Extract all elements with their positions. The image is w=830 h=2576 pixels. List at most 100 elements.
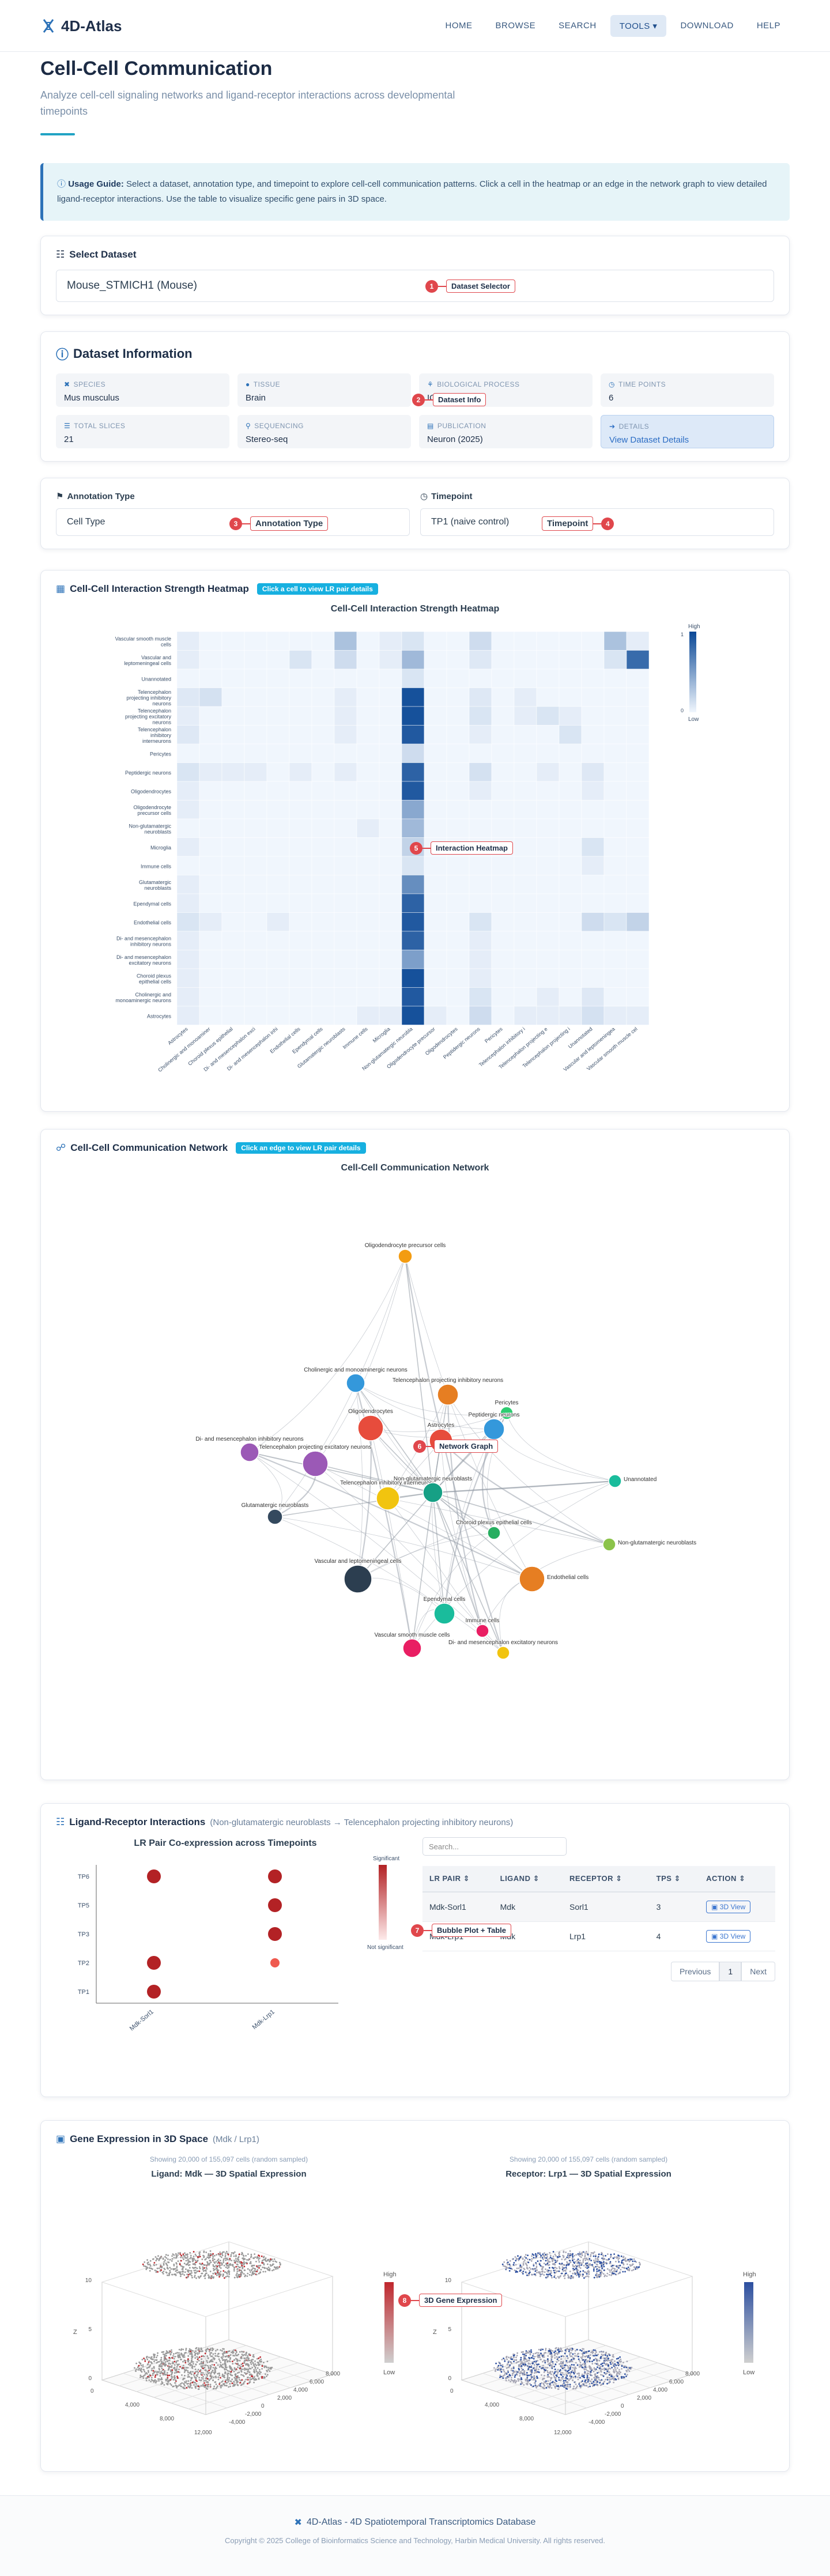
- heatmap-cell[interactable]: [559, 987, 582, 1007]
- heatmap-cell[interactable]: [626, 818, 650, 838]
- heatmap-cell[interactable]: [244, 987, 267, 1007]
- network-edge[interactable]: [357, 1427, 372, 1580]
- network-node[interactable]: [602, 1538, 616, 1551]
- heatmap-cell[interactable]: [581, 800, 605, 819]
- heatmap-cell[interactable]: [356, 762, 380, 782]
- heatmap-cell[interactable]: [424, 818, 447, 838]
- heatmap-cell[interactable]: [266, 706, 290, 726]
- heatmap-cell[interactable]: [176, 800, 200, 819]
- heatmap-cell[interactable]: [514, 912, 537, 932]
- heatmap-cell[interactable]: [379, 856, 402, 875]
- network-edge[interactable]: [355, 1383, 495, 1430]
- heatmap-cell[interactable]: [626, 762, 650, 782]
- heatmap-cell[interactable]: [244, 743, 267, 763]
- network-edge[interactable]: [274, 1492, 433, 1517]
- heatmap-cell[interactable]: [176, 893, 200, 913]
- heatmap-cell[interactable]: [311, 688, 335, 707]
- heatmap-cell[interactable]: [581, 725, 605, 745]
- heatmap-cell[interactable]: [446, 875, 470, 894]
- heatmap-cell[interactable]: [446, 968, 470, 988]
- heatmap-cell[interactable]: [514, 818, 537, 838]
- heatmap-cell[interactable]: [536, 987, 560, 1007]
- network-edge[interactable]: [357, 1532, 495, 1580]
- heatmap-cell[interactable]: [379, 650, 402, 670]
- heatmap-cell[interactable]: [401, 912, 425, 932]
- heatmap-cell[interactable]: [401, 688, 425, 707]
- heatmap-cell[interactable]: [626, 781, 650, 800]
- heatmap-cell[interactable]: [221, 893, 245, 913]
- heatmap-cell[interactable]: [311, 650, 335, 670]
- network-node[interactable]: [519, 1566, 545, 1592]
- heatmap-cell[interactable]: [536, 931, 560, 950]
- heatmap-cell[interactable]: [221, 856, 245, 875]
- heatmap-cell[interactable]: [311, 631, 335, 651]
- heatmap-cell[interactable]: [491, 762, 515, 782]
- heatmap-cell[interactable]: [536, 725, 560, 745]
- heatmap-cell[interactable]: [356, 725, 380, 745]
- heatmap-cell[interactable]: [221, 1006, 245, 1025]
- heatmap-cell[interactable]: [379, 800, 402, 819]
- heatmap-cell[interactable]: [379, 743, 402, 763]
- heatmap-cell[interactable]: [334, 743, 357, 763]
- heatmap-cell[interactable]: [334, 762, 357, 782]
- heatmap-cell[interactable]: [424, 668, 447, 688]
- heatmap-cell[interactable]: [289, 1006, 312, 1025]
- heatmap-cell[interactable]: [424, 800, 447, 819]
- heatmap-cell[interactable]: [199, 743, 222, 763]
- nav-help[interactable]: HELP: [756, 21, 780, 31]
- heatmap-cell[interactable]: [356, 1006, 380, 1025]
- heatmap-cell[interactable]: [289, 987, 312, 1007]
- heatmap-cell[interactable]: [356, 875, 380, 894]
- heatmap-cell[interactable]: [334, 800, 357, 819]
- network-edge[interactable]: [355, 1383, 433, 1493]
- heatmap-cell[interactable]: [446, 688, 470, 707]
- heatmap-cell[interactable]: [379, 893, 402, 913]
- heatmap-cell[interactable]: [311, 968, 335, 988]
- heatmap-cell[interactable]: [401, 743, 425, 763]
- heatmap-cell[interactable]: [311, 931, 335, 950]
- heatmap-cell[interactable]: [626, 631, 650, 651]
- network-edge[interactable]: [274, 1256, 406, 1517]
- heatmap-cell[interactable]: [176, 875, 200, 894]
- heatmap-cell[interactable]: [334, 837, 357, 857]
- heatmap-cell[interactable]: [446, 668, 470, 688]
- heatmap-cell[interactable]: [266, 856, 290, 875]
- heatmap-cell[interactable]: [491, 706, 515, 726]
- heatmap-cell[interactable]: [626, 856, 650, 875]
- heatmap-cell[interactable]: [244, 875, 267, 894]
- heatmap-cell[interactable]: [401, 706, 425, 726]
- heatmap-cell[interactable]: [244, 781, 267, 800]
- heatmap-cell[interactable]: [626, 893, 650, 913]
- network-edge[interactable]: [357, 1492, 433, 1580]
- heatmap-cell[interactable]: [491, 668, 515, 688]
- heatmap-cell[interactable]: [559, 837, 582, 857]
- heatmap-cell[interactable]: [581, 650, 605, 670]
- network-edge[interactable]: [249, 1256, 406, 1453]
- heatmap-cell[interactable]: [379, 987, 402, 1007]
- heatmap-cell[interactable]: [221, 668, 245, 688]
- heatmap-cell[interactable]: [559, 818, 582, 838]
- heatmap-cell[interactable]: [469, 706, 492, 726]
- heatmap-cell[interactable]: [266, 1006, 290, 1025]
- heatmap-cell[interactable]: [311, 1006, 335, 1025]
- network-edge[interactable]: [405, 1256, 433, 1493]
- heatmap-cell[interactable]: [581, 706, 605, 726]
- heatmap-cell[interactable]: [514, 650, 537, 670]
- network-edge[interactable]: [432, 1492, 483, 1631]
- heatmap-cell[interactable]: [356, 931, 380, 950]
- heatmap-cell[interactable]: [469, 818, 492, 838]
- heatmap-cell[interactable]: [199, 800, 222, 819]
- heatmap-cell[interactable]: [581, 987, 605, 1007]
- heatmap-cell[interactable]: [221, 631, 245, 651]
- heatmap-cell[interactable]: [581, 837, 605, 857]
- heatmap-cell[interactable]: [559, 650, 582, 670]
- network-edge[interactable]: [412, 1492, 433, 1649]
- heatmap-cell[interactable]: [469, 743, 492, 763]
- dataset-select[interactable]: Mouse_STMICH1 (Mouse) 1 Dataset Selector: [56, 270, 774, 302]
- col-lr-pair[interactable]: LR PAIR ⇕: [422, 1866, 493, 1893]
- heatmap-cell[interactable]: [244, 1006, 267, 1025]
- heatmap-cell[interactable]: [603, 912, 627, 932]
- bubble-point[interactable]: [147, 1956, 161, 1970]
- heatmap-cell[interactable]: [424, 856, 447, 875]
